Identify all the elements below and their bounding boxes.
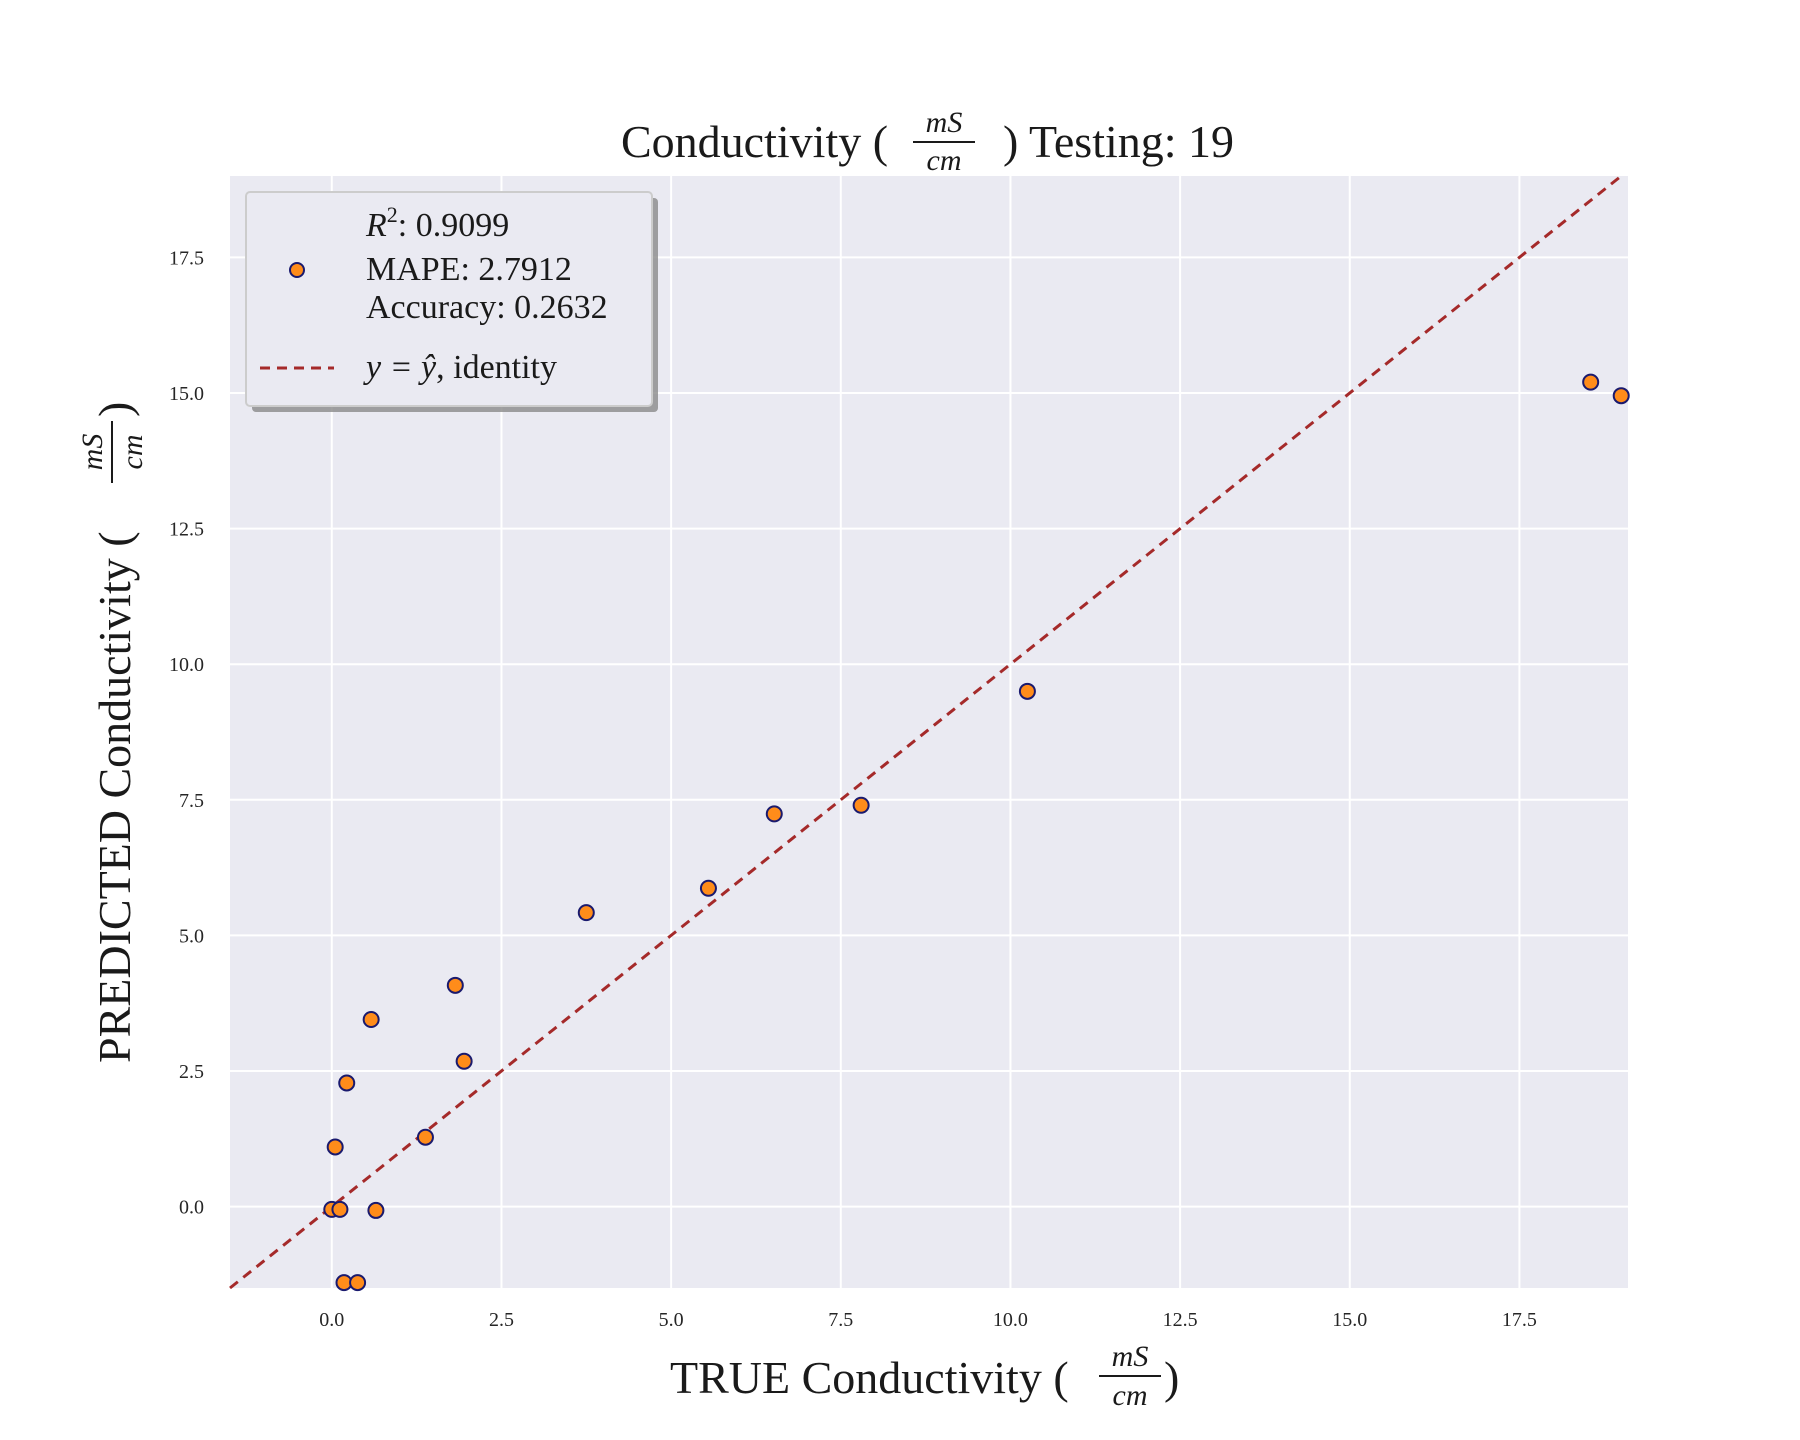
identity-line-group: [229, 174, 1623, 1290]
legend-r2-exponent: 2: [387, 202, 398, 227]
data-point: [1612, 387, 1630, 405]
data-point: [367, 1201, 385, 1219]
legend-r2: R2: 0.9099: [365, 202, 509, 244]
y-axis-ticks: 0.0 2.5 5.0 7.5 10.0 12.5 15.0 17.5: [169, 247, 204, 1218]
data-point: [699, 879, 717, 897]
legend: R2: 0.9099 MAPE: 2.7912 Accuracy: 0.2632…: [245, 191, 658, 412]
y-axis-unit-fraction: mS cm: [76, 421, 149, 483]
chart-title: Conductivity ( ) Testing: 19 mS cm: [621, 106, 1234, 177]
y-axis-label: PREDICTED Conductivity ( mS cm ): [76, 402, 149, 1063]
y-tick-label: 0.0: [179, 1197, 204, 1219]
legend-box: [245, 191, 653, 407]
data-point: [349, 1274, 367, 1292]
x-tick-label: 5.0: [659, 1309, 684, 1331]
identity-line: [229, 174, 1623, 1290]
data-point: [446, 976, 464, 994]
x-tick-label: 12.5: [1163, 1309, 1198, 1331]
y-tick-label: 5.0: [179, 925, 204, 947]
data-point: [852, 796, 870, 814]
data-point: [577, 904, 595, 922]
data-point: [1582, 373, 1600, 391]
legend-identity-label: , identity: [436, 349, 557, 386]
x-axis-ticks: 0.0 2.5 5.0 7.5 10.0 12.5 15.0 17.5: [319, 1309, 1537, 1331]
x-axis-label-prefix: TRUE Conductivity (: [670, 1352, 1069, 1403]
data-point: [765, 805, 783, 823]
data-point: [331, 1200, 349, 1218]
title-unit-numerator: mS: [926, 106, 963, 139]
data-point: [455, 1052, 473, 1070]
svg-text:Conductivity (: Conductivity (: [621, 116, 888, 167]
legend-accuracy: Accuracy: 0.2632: [366, 289, 608, 326]
y-axis-label-prefix: PREDICTED Conductivity (: [89, 531, 140, 1063]
data-point: [362, 1010, 380, 1028]
y-unit-numerator: mS: [76, 434, 109, 471]
title-suffix: ) Testing: 19: [1003, 116, 1234, 167]
y-tick-label: 10.0: [169, 654, 204, 676]
y-axis-label-suffix: ): [89, 402, 140, 417]
title-prefix: Conductivity (: [621, 116, 888, 167]
legend-r2-symbol: R: [365, 207, 387, 244]
y-tick-label: 7.5: [179, 790, 204, 812]
legend-scatter-marker: [289, 262, 305, 278]
y-tick-label: 2.5: [179, 1061, 204, 1083]
legend-identity: y = ŷ, identity: [363, 349, 557, 386]
x-unit-denominator: cm: [1113, 1379, 1148, 1412]
legend-mape: MAPE: 2.7912: [366, 251, 572, 288]
x-tick-label: 2.5: [489, 1309, 514, 1331]
x-tick-label: 15.0: [1332, 1309, 1367, 1331]
grid: [230, 176, 1628, 1288]
x-unit-numerator: mS: [1112, 1340, 1149, 1373]
title-unit-fraction: mS cm: [913, 106, 975, 177]
data-point: [338, 1074, 356, 1092]
x-tick-label: 10.0: [993, 1309, 1028, 1331]
y-tick-label: 12.5: [169, 519, 204, 541]
data-points: [323, 373, 1630, 1292]
x-tick-label: 0.0: [319, 1309, 344, 1331]
legend-identity-equation: y = ŷ: [363, 349, 437, 386]
y-unit-denominator: cm: [116, 435, 149, 470]
x-axis-label-suffix: ): [1164, 1352, 1179, 1403]
y-tick-label: 15.0: [169, 383, 204, 405]
title-unit-denominator: cm: [927, 144, 962, 177]
x-tick-label: 7.5: [828, 1309, 853, 1331]
data-point: [416, 1128, 434, 1146]
x-axis-label: TRUE Conductivity ( mS cm ): [670, 1340, 1179, 1412]
x-tick-label: 17.5: [1502, 1309, 1537, 1331]
data-point: [326, 1138, 344, 1156]
y-tick-label: 17.5: [169, 247, 204, 269]
legend-r2-value: : 0.9099: [398, 207, 509, 244]
data-point: [1018, 682, 1036, 700]
x-axis-unit-fraction: mS cm: [1099, 1340, 1161, 1412]
svg-text:) Testing: 19: ) Testing: 19: [1003, 116, 1234, 167]
